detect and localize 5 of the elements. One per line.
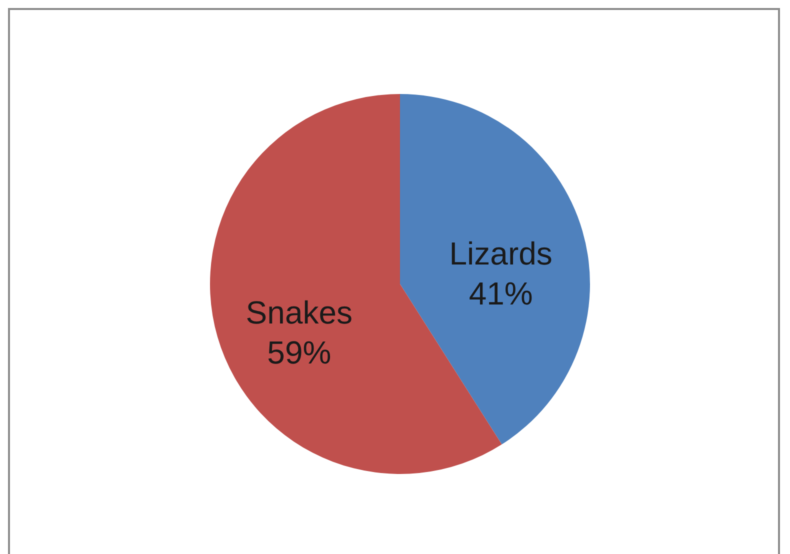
pie-slice [400, 94, 590, 444]
slice-label: Lizards [449, 236, 552, 272]
data-label: 41% [468, 276, 533, 312]
slice-label: Snakes [246, 294, 353, 330]
data-label: 59% [267, 334, 332, 370]
